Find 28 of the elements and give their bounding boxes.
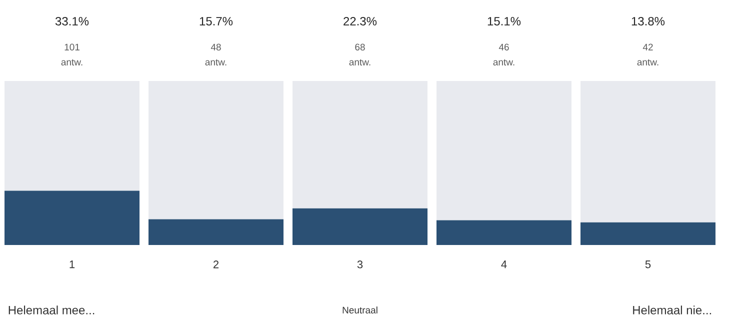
bar xyxy=(4,190,140,245)
data-label: 22.3% xyxy=(344,16,377,26)
x-tick-label: 3 xyxy=(357,260,363,268)
text: Neutraal xyxy=(342,306,378,314)
bar xyxy=(580,80,716,222)
data-label: 15.1% xyxy=(488,17,521,26)
data-label: 13.8% xyxy=(632,16,665,26)
annotation: 42 antw. xyxy=(637,44,658,66)
bar xyxy=(292,208,428,245)
bar xyxy=(436,220,572,245)
bar xyxy=(436,80,572,220)
data-label: 33.1% xyxy=(55,16,89,26)
annotation: 48 antw. xyxy=(205,44,226,66)
annotation: 46 antw. xyxy=(493,44,514,66)
bar xyxy=(148,80,284,220)
x-tick-label: 2 xyxy=(213,260,219,268)
annotation: 101 antw. xyxy=(61,44,82,66)
bar xyxy=(148,219,284,245)
x-tick-label: 1 xyxy=(70,260,75,268)
text: Helemaal mee... xyxy=(8,306,94,314)
bar xyxy=(292,80,428,208)
text: Helemaal nie... xyxy=(633,306,712,314)
x-tick-label: 4 xyxy=(501,260,507,268)
x-tick-label: 5 xyxy=(645,260,651,268)
bar xyxy=(4,80,140,191)
annotation: 68 antw. xyxy=(349,44,370,66)
bar xyxy=(580,222,716,245)
data-label: 15.7% xyxy=(200,17,233,26)
